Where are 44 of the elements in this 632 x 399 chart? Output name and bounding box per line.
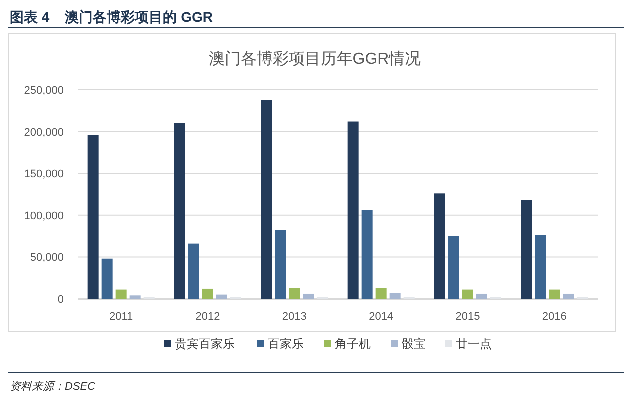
chart-title: 图表 4 澳门各博彩项目的 GGR bbox=[10, 9, 214, 25]
y-tick-label: 150,000 bbox=[24, 168, 64, 181]
bar bbox=[535, 235, 546, 299]
x-tick-label: 2014 bbox=[369, 311, 394, 323]
bar bbox=[390, 293, 401, 299]
bar bbox=[476, 294, 488, 299]
bar bbox=[303, 294, 314, 299]
legend-label: 廿一点 bbox=[456, 337, 492, 351]
y-tick-label: 250,000 bbox=[24, 85, 64, 97]
bar bbox=[102, 258, 113, 299]
y-tick-label: 50,000 bbox=[30, 252, 64, 264]
x-tick-label: 2011 bbox=[110, 311, 134, 323]
bar bbox=[289, 288, 300, 299]
bar bbox=[130, 296, 141, 299]
chart-subtitle: 澳门各博彩项目历年GGR情况 bbox=[208, 50, 422, 68]
bar bbox=[348, 122, 359, 299]
bar bbox=[563, 294, 574, 299]
bar bbox=[116, 290, 127, 299]
bar bbox=[188, 244, 200, 299]
x-tick-label: 2015 bbox=[456, 311, 480, 323]
bar bbox=[448, 236, 460, 299]
text: 资料来源：DSEC bbox=[10, 380, 96, 393]
y-tick-label: 0 bbox=[58, 294, 64, 306]
x-tick-label: 2016 bbox=[542, 311, 567, 323]
bar bbox=[549, 290, 560, 299]
legend-label: 骰宝 bbox=[402, 337, 426, 351]
bar bbox=[261, 100, 272, 299]
bar bbox=[362, 210, 373, 299]
bar bbox=[521, 200, 532, 299]
bar bbox=[434, 194, 446, 299]
x-tick-label: 2013 bbox=[282, 311, 307, 323]
bar bbox=[462, 290, 474, 299]
legend-label: 百家乐 bbox=[268, 337, 304, 351]
bar bbox=[174, 123, 186, 299]
legend-label: 角子机 bbox=[335, 337, 371, 351]
x-tick-label: 2012 bbox=[196, 311, 220, 323]
y-tick-label: 200,000 bbox=[24, 126, 64, 139]
bar bbox=[376, 288, 387, 299]
bar bbox=[202, 288, 214, 299]
legend-label: 贵宾百家乐 bbox=[175, 337, 235, 351]
bar bbox=[216, 294, 228, 299]
y-tick-label: 100,000 bbox=[24, 210, 64, 222]
bar bbox=[88, 135, 99, 299]
bar bbox=[275, 230, 286, 299]
